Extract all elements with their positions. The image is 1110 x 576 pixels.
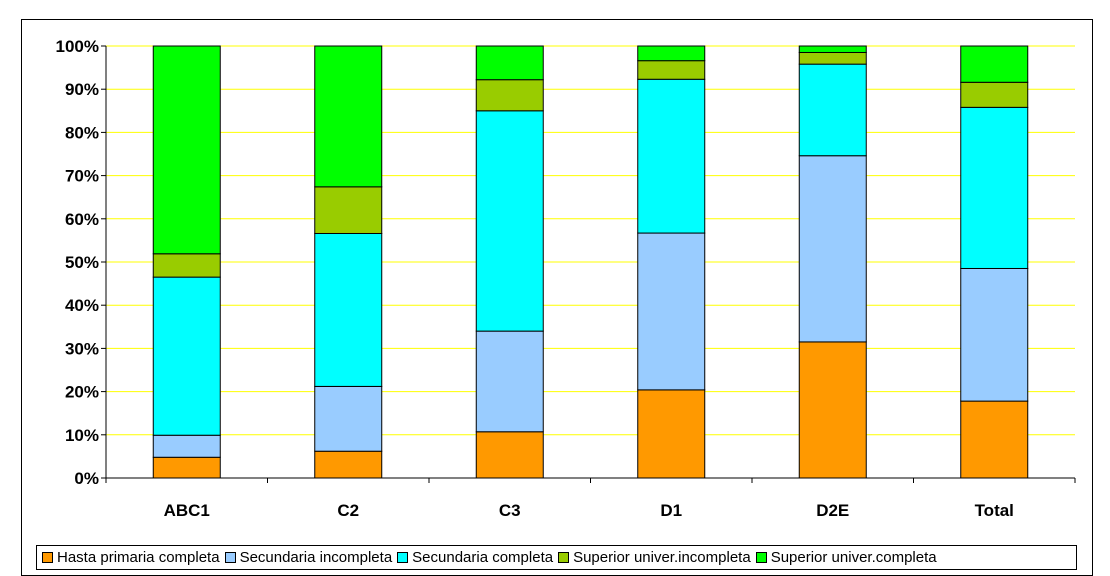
bar-segment-total-4	[960, 81, 1029, 108]
legend-label: Hasta primaria completa	[57, 549, 220, 566]
bar-segment-c3-3	[475, 110, 544, 332]
bar-segment-abc1-1	[152, 456, 221, 479]
x-tick-label: ABC1	[164, 501, 210, 520]
y-tick-label: 70%	[65, 167, 99, 186]
legend-label: Superior univer.incompleta	[573, 549, 751, 566]
y-tick-label: 50%	[65, 253, 99, 272]
y-tick-label: 60%	[65, 210, 99, 229]
legend-item: Secundaria incompleta	[224, 549, 393, 566]
bar-segment-d2e-4	[798, 51, 867, 65]
bar-segment-c2-4	[314, 186, 383, 234]
legend-item: Hasta primaria completa	[42, 549, 220, 566]
bar-segment-d1-4	[637, 60, 706, 80]
bar-segment-d2e-3	[798, 63, 867, 157]
bar-segment-abc1-4	[152, 253, 221, 278]
legend-item: Superior univer.incompleta	[558, 549, 751, 566]
bar-segment-abc1-5	[152, 45, 221, 255]
legend: Hasta primaria completa Secundaria incomp…	[36, 545, 1077, 570]
x-tick-label: D1	[660, 501, 682, 520]
x-tick-label: Total	[975, 501, 1014, 520]
legend-swatch	[42, 552, 53, 563]
y-tick-label: 20%	[65, 383, 99, 402]
bar-segment-d2e-5	[798, 45, 867, 53]
bar-segment-d1-2	[637, 232, 706, 391]
y-tick-label: 10%	[65, 426, 99, 445]
bar-segment-abc1-3	[152, 276, 221, 436]
legend-label: Superior univer.completa	[770, 549, 937, 566]
legend-swatch	[558, 552, 570, 563]
bar-segment-total-2	[960, 267, 1029, 402]
bar-segment-total-3	[960, 106, 1029, 269]
bar-segment-c3-5	[475, 45, 544, 81]
bar-segment-d1-3	[637, 78, 706, 234]
legend-label: Secundaria incompleta	[239, 549, 393, 566]
bar-segment-total-5	[960, 45, 1029, 83]
legend-swatch	[755, 552, 767, 563]
bar-segment-c3-4	[475, 79, 544, 112]
x-tick-label: D2E	[816, 501, 849, 520]
legend-swatch	[224, 552, 236, 563]
bar-segment-d2e-2	[798, 155, 867, 343]
bar-segment-c3-2	[475, 330, 544, 433]
bar-segment-c2-3	[314, 232, 383, 387]
x-tick-label: C3	[499, 501, 521, 520]
bar-segment-abc1-2	[152, 434, 221, 458]
bar-segment-total-1	[960, 400, 1029, 479]
bar-segment-c2-2	[314, 385, 383, 452]
legend-label: Secundaria completa	[412, 549, 554, 566]
x-tick-label: C2	[337, 501, 359, 520]
legend-item: Secundaria completa	[397, 549, 553, 566]
bar-segment-d1-1	[637, 389, 706, 479]
bar-segment-d1-5	[637, 45, 706, 62]
bar-segment-c2-5	[314, 45, 383, 188]
bar-segment-d2e-1	[798, 341, 867, 479]
y-tick-label: 90%	[65, 80, 99, 99]
legend-swatch	[397, 552, 409, 563]
y-tick-label: 100%	[56, 37, 99, 56]
y-tick-label: 30%	[65, 339, 99, 358]
y-tick-label: 40%	[65, 296, 99, 315]
y-tick-label: 0%	[74, 469, 99, 488]
legend-item: Superior univer.completa	[755, 549, 937, 566]
bar-segment-c2-1	[314, 450, 383, 479]
y-tick-label: 80%	[65, 123, 99, 142]
bar-segment-c3-1	[475, 431, 544, 479]
